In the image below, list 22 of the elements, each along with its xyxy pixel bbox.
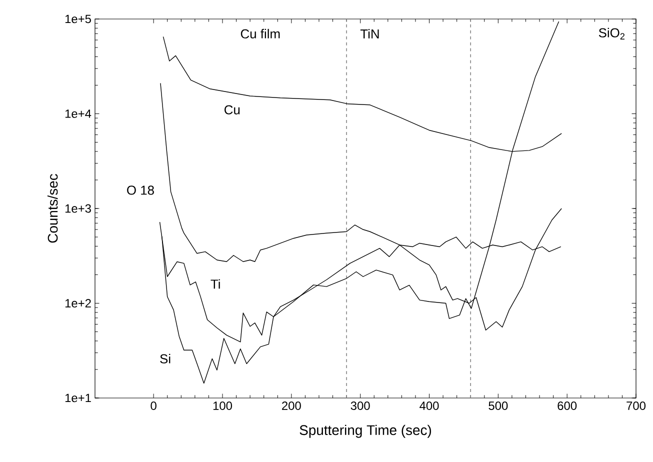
- series-label: Ti: [210, 279, 220, 289]
- x-tick-label: 400: [420, 402, 439, 410]
- y-tick-label: 1e+3: [65, 204, 91, 213]
- y-tick-label: 1e+5: [65, 14, 91, 24]
- x-tick-label: 200: [282, 402, 301, 410]
- y-tick-label: 1e+4: [65, 110, 92, 118]
- x-tick-label: 500: [488, 402, 508, 410]
- series-label: Cu: [224, 105, 240, 114]
- y-axis-title: Counts/sec: [47, 174, 58, 243]
- x-tick-label: 600: [558, 402, 577, 410]
- x-axis-title: Sputtering Time (sec): [300, 424, 432, 438]
- annotation: TiN: [360, 28, 379, 38]
- x-tick-label: 0: [150, 402, 156, 410]
- x-tick-label: 100: [213, 402, 232, 410]
- y-tick-label: 1e+2: [65, 299, 91, 308]
- x-tick-label: 300: [350, 402, 370, 410]
- y-tick-label: 1e+1: [65, 394, 91, 402]
- series-label: Si: [160, 354, 170, 364]
- annotation: Cu film: [240, 28, 280, 38]
- annotation: SiO$_{2}$: [598, 28, 624, 40]
- series-label: O 18: [127, 186, 154, 195]
- x-tick-label: 700: [626, 402, 646, 410]
